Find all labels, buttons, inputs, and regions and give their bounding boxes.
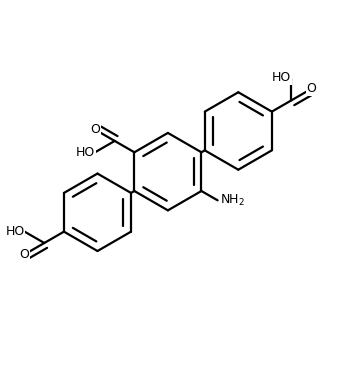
Text: O: O xyxy=(20,248,30,261)
Text: HO: HO xyxy=(76,146,95,159)
Text: HO: HO xyxy=(5,225,25,238)
Text: O: O xyxy=(306,82,316,95)
Text: HO: HO xyxy=(272,71,292,84)
Text: O: O xyxy=(90,123,100,136)
Text: NH$_2$: NH$_2$ xyxy=(220,193,245,208)
